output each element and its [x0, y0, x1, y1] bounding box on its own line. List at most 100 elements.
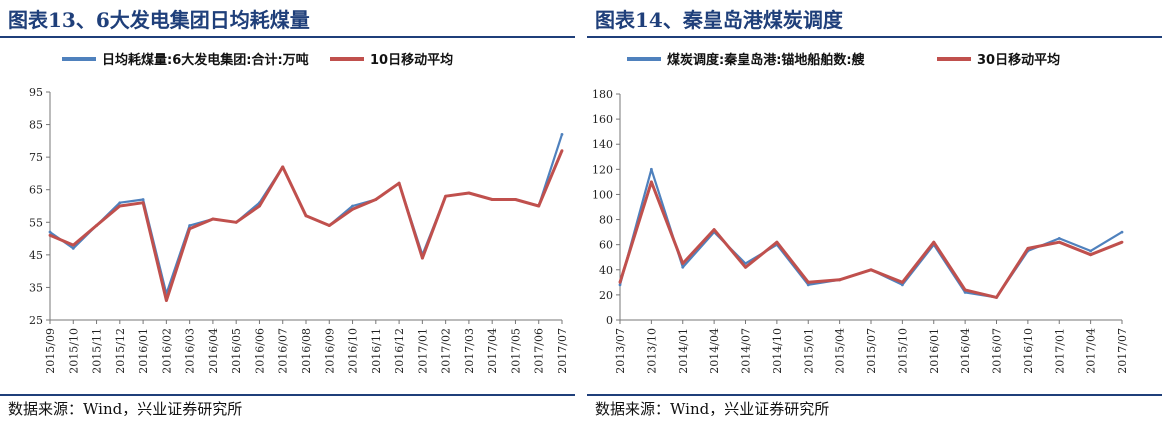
moving-average-point: [806, 280, 810, 284]
y-tick-label: 80: [599, 214, 613, 227]
moving-average-point: [211, 217, 215, 221]
y-tick-label: 180: [592, 88, 613, 101]
title-bar: [0, 0, 575, 38]
chart-coal-consumption: 日均耗煤量:6大发电集团:合计:万吨 10日移动平均 25 35 45 55 65 75 85 9…: [29, 52, 569, 374]
moving-average-point: [48, 233, 52, 237]
y-tick-label: 25: [29, 314, 43, 327]
x-tick-label: 2014/07: [740, 328, 753, 374]
x-tick-label: 2016/03: [184, 328, 197, 374]
y-tick-label: 55: [29, 216, 43, 229]
moving-average-point: [258, 204, 261, 208]
x-tick-label: 2015/01: [802, 328, 815, 374]
moving-average-point: [71, 243, 75, 247]
moving-average-point: [838, 278, 842, 282]
moving-average-point: [1026, 247, 1030, 250]
moving-average-point: [234, 220, 238, 224]
moving-average-point: [560, 149, 564, 153]
chart-qhd-port: 煤炭调度:秦皇岛港:锚地船舶数:艘 30日移动平均 0 20 40 60 80 100 120 1…: [592, 52, 1129, 374]
source-note: 数据来源：Wind，兴业证券研究所: [595, 400, 830, 418]
moving-average-point: [164, 299, 168, 302]
x-tick-label: 2017/07: [556, 328, 569, 374]
x-tick-label: 2016/06: [253, 328, 266, 374]
moving-average-point: [490, 198, 494, 201]
x-tick-label: 2015/12: [114, 328, 127, 374]
x-tick-label: 2017/03: [463, 328, 476, 374]
legend-label: 30日移动平均: [977, 52, 1060, 68]
x-tick-label: 2013/07: [614, 328, 627, 374]
series-point: [900, 283, 904, 287]
x-tick-label: 2016/10: [1022, 328, 1035, 374]
y-tick-label: 85: [29, 119, 43, 132]
legend-label: 日均耗煤量:6大发电集团:合计:万吨: [102, 52, 309, 68]
moving-average-point: [304, 214, 308, 218]
series-point: [48, 230, 52, 234]
x-tick-label: 2013/10: [645, 328, 658, 374]
moving-average-point: [1089, 253, 1093, 257]
series-point: [118, 201, 122, 205]
x-tick-label: 2016/10: [347, 328, 360, 374]
panel-qhd-port: 图表14、秦皇岛港煤炭调度 煤炭调度:秦皇岛港:锚地船舶数:艘 30日移动平均 0 2…: [587, 0, 1167, 440]
x-tick-label: 2017/02: [440, 328, 453, 374]
series-point: [649, 167, 653, 171]
legend: 煤炭调度:秦皇岛港:锚地船舶数:艘 30日移动平均: [627, 52, 1060, 68]
x-tick-label: 2017/07: [1116, 328, 1129, 374]
legend: 日均耗煤量:6大发电集团:合计:万吨 10日移动平均: [62, 52, 453, 68]
moving-average-point: [420, 256, 424, 260]
series-point: [1089, 249, 1093, 253]
moving-average-point: [869, 268, 873, 272]
moving-average-point: [281, 165, 285, 169]
moving-average-point: [327, 224, 331, 227]
series-line: [618, 168, 1123, 299]
y-tick-label: 20: [599, 289, 613, 302]
moving-average-point: [537, 204, 541, 208]
x-tick-label: 2016/04: [207, 328, 220, 374]
series-point: [351, 204, 354, 208]
title-bar: [587, 0, 1162, 38]
x-tick-label: 2014/04: [708, 328, 721, 374]
source-note: 数据来源：Wind，兴业证券研究所: [8, 400, 243, 418]
x-tick-label: 2016/04: [959, 328, 972, 374]
x-tick-label: 2015/04: [834, 328, 847, 374]
moving-average-point: [351, 207, 354, 211]
moving-average-line: [618, 180, 1123, 299]
source-divider: [0, 394, 575, 396]
x-tick-label: 2014/10: [771, 328, 784, 374]
y-tick-label: 140: [592, 138, 613, 151]
moving-average-point: [744, 265, 747, 269]
series-point: [963, 290, 967, 294]
x-tick-label: 2015/10: [67, 328, 80, 374]
moving-average-point: [467, 191, 471, 195]
moving-average-point: [1057, 240, 1061, 244]
y-tick-label: 35: [29, 281, 43, 294]
moving-average-point: [618, 280, 622, 284]
y-tick-label: 160: [592, 113, 613, 126]
y-tick-label: 65: [29, 184, 43, 197]
series-point: [188, 224, 192, 227]
x-tick-label: 2016/01: [137, 328, 150, 374]
moving-average-point: [1120, 240, 1124, 244]
series-point: [681, 265, 685, 269]
x-tick-label: 2016/02: [160, 328, 173, 374]
series-point: [618, 283, 622, 287]
legend-label: 10日移动平均: [370, 52, 453, 68]
x-tick-label: 2015/09: [44, 328, 57, 374]
moving-average-point: [775, 240, 779, 244]
moving-average-point: [95, 224, 98, 227]
x-tick-label: 2015/11: [91, 328, 104, 374]
moving-average-point: [141, 201, 145, 205]
chart-title: 图表14、秦皇岛港煤炭调度: [595, 8, 843, 32]
chart-title: 图表13、6大发电集团日均耗煤量: [8, 8, 310, 32]
moving-average-point: [995, 296, 998, 299]
legend-label: 煤炭调度:秦皇岛港:锚地船舶数:艘: [667, 52, 866, 68]
y-tick-label: 45: [29, 249, 43, 262]
y-tick-label: 95: [29, 86, 43, 99]
series-point: [1120, 230, 1124, 234]
moving-average-point: [374, 198, 378, 201]
moving-average-point: [932, 240, 936, 244]
series-point: [141, 198, 145, 201]
x-tick-label: 2017/06: [533, 328, 546, 374]
moving-average-point: [397, 181, 401, 185]
x-tick-label: 2017/04: [486, 328, 499, 374]
y-tick-label: 60: [599, 239, 613, 252]
x-tick-label: 2016/12: [393, 328, 406, 374]
